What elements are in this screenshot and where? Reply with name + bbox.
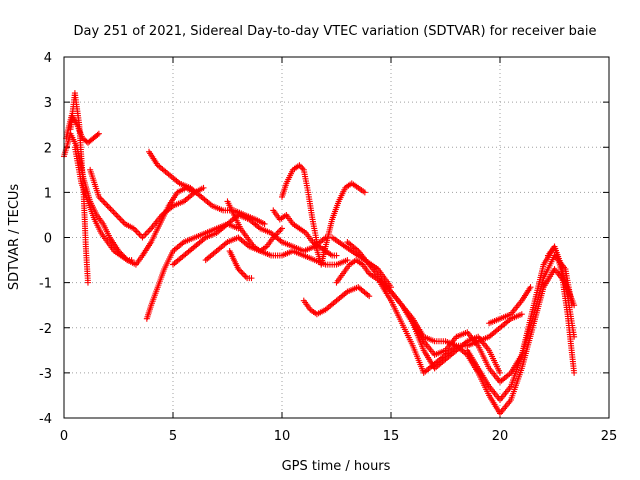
data-point [139, 234, 146, 241]
series-track-10 [224, 198, 285, 255]
data-point [200, 184, 207, 191]
data-point [100, 198, 107, 205]
x-axis-label: GPS time / hours [282, 459, 391, 474]
x-tick-label: 15 [383, 429, 400, 444]
data-point [238, 269, 245, 276]
y-tick-label: 0 [44, 232, 52, 247]
x-tick-label: 10 [274, 429, 291, 444]
series-track-12 [270, 207, 340, 259]
y-tick-label: 4 [44, 51, 52, 66]
series-track-1 [61, 130, 198, 268]
data-point [116, 214, 123, 221]
data-point [117, 216, 124, 223]
x-tick-label: 20 [492, 429, 509, 444]
series-track-15 [311, 180, 368, 268]
data-point [103, 201, 110, 208]
data-point [135, 229, 142, 236]
y-tick-label: -4 [39, 412, 52, 427]
data-point [107, 205, 114, 212]
series-track-13 [279, 162, 320, 246]
data-point [241, 272, 248, 279]
data-point [140, 232, 147, 239]
data-point [98, 196, 105, 203]
data-point [114, 213, 121, 220]
data-point [239, 270, 246, 277]
data-point [104, 202, 111, 209]
data-point [119, 217, 126, 224]
data-point [248, 275, 255, 282]
data-point [571, 369, 578, 376]
y-tick-label: 1 [44, 186, 52, 201]
data-point [110, 208, 117, 215]
data-point [146, 226, 153, 233]
series-track-17 [333, 257, 525, 349]
data-point [497, 369, 503, 376]
series-track-5 [87, 166, 207, 241]
data-point [279, 225, 285, 232]
data-point [142, 231, 149, 238]
data-point [106, 204, 113, 211]
y-tick-label: 2 [44, 141, 52, 156]
data-points [61, 90, 578, 417]
series-track-6 [143, 220, 242, 322]
data-point [333, 252, 340, 259]
x-tick-label: 5 [169, 429, 177, 444]
y-axis-label: SDTVAR / TECUs [7, 184, 22, 291]
series-track-11 [226, 248, 255, 282]
data-point [571, 333, 578, 340]
y-tick-label: -2 [39, 322, 52, 337]
data-point [145, 228, 152, 235]
grid [64, 57, 609, 418]
x-tick-label: 0 [60, 429, 68, 444]
plot-frame [63, 56, 610, 419]
data-point [277, 226, 284, 233]
data-point [143, 229, 150, 236]
series-track-20 [409, 252, 575, 385]
series-track-18 [344, 239, 503, 376]
y-tick-label: -1 [39, 277, 52, 292]
data-point [84, 279, 91, 286]
y-tick-label: -3 [39, 367, 52, 382]
data-point [133, 228, 140, 235]
series-track-4 [71, 144, 135, 264]
data-point [344, 257, 351, 264]
data-point [136, 231, 143, 238]
series-track-14 [300, 284, 373, 318]
axis-ticks: 0 5 10 15 20 25 -4 -3 -2 -1 0 1 2 3 4 [39, 51, 617, 444]
data-point [518, 311, 525, 318]
series-track-22 [486, 284, 534, 327]
y-tick-label: 3 [44, 96, 52, 111]
data-point [276, 228, 283, 235]
data-point [527, 284, 534, 291]
x-tick-label: 25 [601, 429, 618, 444]
data-point [95, 130, 102, 137]
data-point [113, 211, 120, 218]
data-point [94, 131, 101, 138]
data-point [128, 257, 135, 264]
data-point [111, 210, 118, 217]
data-point [297, 163, 304, 170]
data-point [261, 220, 268, 227]
series-track-23 [544, 243, 578, 340]
data-point [366, 293, 373, 300]
data-point [108, 207, 115, 214]
data-point [361, 189, 368, 196]
data-point [101, 199, 108, 206]
chart-title: Day 251 of 2021, Sidereal Day-to-day VTE… [74, 24, 597, 39]
data-point [242, 273, 249, 280]
